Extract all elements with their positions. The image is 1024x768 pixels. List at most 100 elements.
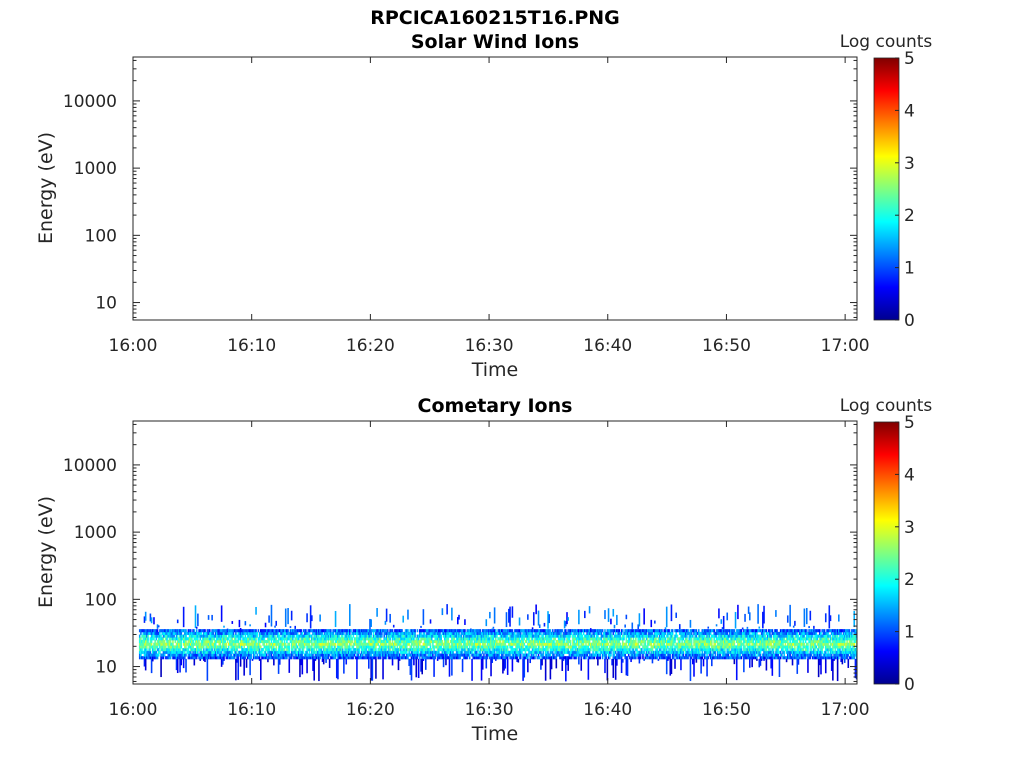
- heatmap-cell: [479, 642, 482, 646]
- heatmap-cell: [446, 604, 448, 615]
- heatmap-cell: [669, 634, 672, 638]
- heatmap-cell: [299, 642, 301, 646]
- heatmap-cell: [498, 650, 501, 654]
- heatmap-cell: [357, 631, 359, 635]
- heatmap-cell: [553, 637, 555, 641]
- heatmap-cell: [141, 634, 143, 638]
- heatmap-cell: [391, 656, 394, 660]
- heatmap-cell: [218, 637, 221, 641]
- heatmap-cell: [676, 653, 679, 657]
- heatmap-cell: [237, 634, 240, 638]
- heatmap-cell: [440, 639, 442, 644]
- heatmap-cell: [674, 637, 676, 641]
- heatmap-cell: [570, 653, 573, 657]
- heatmap-cell: [295, 639, 298, 644]
- heatmap-cell: [655, 637, 657, 641]
- heatmap-cell: [314, 639, 317, 644]
- heatmap-cell: [468, 656, 471, 660]
- heatmap-cell: [363, 639, 365, 644]
- heatmap-cell: [299, 629, 301, 633]
- heatmap-cell: [423, 642, 426, 646]
- heatmap-cell: [655, 645, 657, 649]
- heatmap-cell: [273, 653, 275, 657]
- heatmap-cell: [665, 656, 668, 660]
- heatmap-cell: [502, 650, 504, 654]
- heatmap-cell: [149, 642, 152, 646]
- heatmap-cell: [510, 639, 513, 644]
- heatmap-cell: [264, 645, 267, 649]
- heatmap-cell: [204, 637, 206, 641]
- heatmap-cell: [343, 658, 345, 674]
- heatmap-cell: [353, 650, 356, 654]
- heatmap-cell: [504, 658, 507, 669]
- heatmap-cell: [629, 629, 631, 633]
- heatmap-cell: [210, 656, 212, 660]
- heatmap-cell: [671, 656, 674, 660]
- heatmap-cell: [575, 631, 578, 635]
- heatmap-cell: [220, 631, 223, 635]
- heatmap-cell: [422, 650, 425, 654]
- heatmap-cell: [542, 648, 545, 652]
- heatmap-cell: [640, 648, 643, 652]
- heatmap-cell: [700, 642, 702, 646]
- heatmap-cell: [518, 642, 521, 646]
- heatmap-cell: [138, 653, 141, 657]
- heatmap-cell: [478, 650, 480, 654]
- heatmap-cell: [490, 639, 492, 644]
- heatmap-cell: [593, 639, 596, 644]
- heatmap-cell: [254, 631, 256, 635]
- heatmap-cell: [623, 637, 625, 641]
- heatmap-cell: [289, 626, 292, 629]
- heatmap-cell: [506, 631, 509, 635]
- heatmap-cell: [476, 634, 478, 638]
- heatmap-cell: [296, 656, 299, 660]
- heatmap-cell: [233, 656, 236, 660]
- heatmap-cell: [282, 629, 285, 633]
- heatmap-cell: [415, 650, 418, 654]
- heatmap-cell: [144, 648, 147, 652]
- heatmap-cell: [148, 645, 151, 649]
- heatmap-cell: [681, 629, 683, 633]
- heatmap-cell: [531, 650, 534, 654]
- heatmap-cell: [244, 621, 247, 626]
- heatmap-cell: [606, 645, 609, 649]
- heatmap-cell: [492, 639, 495, 644]
- heatmap-cell: [636, 653, 638, 657]
- heatmap-cell: [172, 631, 174, 635]
- heatmap-cell: [477, 656, 479, 660]
- heatmap-cell: [528, 650, 530, 654]
- heatmap-cell: [167, 645, 170, 649]
- heatmap-cell: [315, 656, 318, 660]
- heatmap-cell: [542, 645, 545, 649]
- heatmap-cell: [689, 637, 692, 641]
- heatmap-cell: [476, 637, 478, 641]
- heatmap-cell: [280, 639, 282, 644]
- heatmap-cell: [200, 653, 203, 657]
- heatmap-cell: [575, 639, 578, 644]
- heatmap-cell: [281, 637, 283, 641]
- heatmap-cell: [205, 653, 207, 657]
- heatmap-cell: [268, 650, 270, 654]
- heatmap-cell: [154, 639, 156, 644]
- heatmap-cell: [506, 639, 509, 644]
- heatmap-cell: [352, 650, 355, 654]
- heatmap-cell: [532, 645, 535, 649]
- heatmap-cell: [179, 639, 181, 644]
- heatmap-cell: [508, 631, 510, 635]
- heatmap-cell: [592, 653, 594, 657]
- heatmap-cell: [286, 631, 288, 635]
- heatmap-cell: [334, 631, 337, 635]
- heatmap-cell: [146, 653, 148, 657]
- heatmap-cell: [375, 648, 377, 652]
- heatmap-cell: [151, 645, 154, 649]
- heatmap-cell: [550, 650, 553, 654]
- heatmap-cell: [421, 634, 423, 638]
- heatmap-cell: [654, 642, 656, 646]
- heatmap-cell: [471, 634, 473, 638]
- heatmap-cell: [670, 631, 673, 635]
- heatmap-cell: [184, 629, 186, 633]
- heatmap-cell: [297, 634, 300, 638]
- heatmap-cell: [283, 653, 286, 657]
- heatmap-cell: [438, 653, 440, 657]
- heatmap-cell: [345, 656, 348, 660]
